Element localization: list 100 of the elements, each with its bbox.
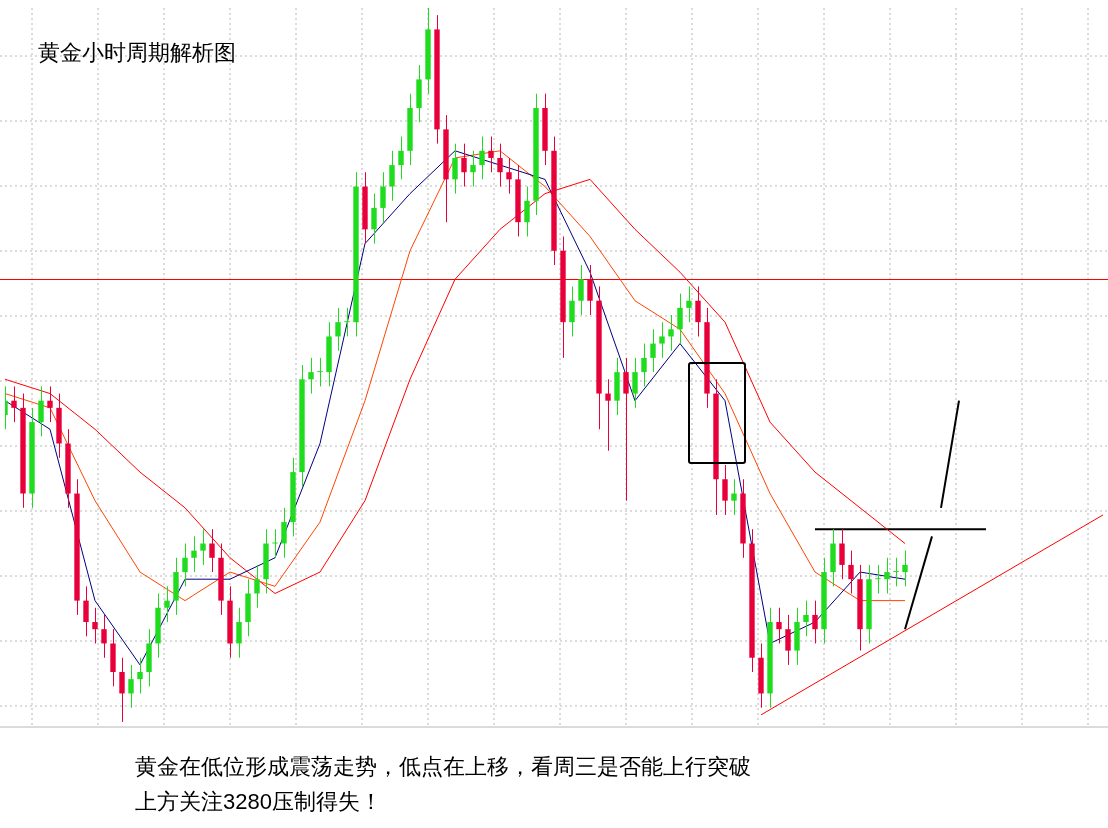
candlestick	[137, 657, 143, 694]
candlestick	[515, 164, 521, 237]
candlestick	[857, 564, 863, 652]
candlestick	[83, 585, 89, 637]
candlestick	[182, 543, 188, 587]
candlestick	[11, 385, 17, 423]
candlestick	[659, 321, 665, 359]
candlestick	[254, 564, 260, 609]
candlestick	[290, 457, 296, 537]
candlestick	[443, 114, 449, 223]
candlestick	[56, 393, 62, 459]
candlestick	[488, 136, 494, 173]
candlestick	[605, 378, 611, 452]
candlestick	[848, 550, 854, 594]
candlestick	[371, 193, 377, 245]
candlestick	[740, 478, 746, 559]
candlestick	[497, 143, 503, 187]
candlestick	[227, 585, 233, 659]
candlestick	[578, 264, 584, 316]
candlestick	[596, 285, 602, 430]
candlestick	[749, 528, 755, 673]
candlestick	[821, 557, 827, 644]
candlestick	[164, 585, 170, 623]
candlestick	[632, 357, 638, 409]
text: 上方关注3280压制得失！	[135, 789, 382, 814]
candlestick	[299, 364, 305, 487]
candlestick	[326, 321, 332, 387]
candlestick	[263, 528, 269, 594]
candlestick	[758, 642, 764, 709]
candlestick	[308, 357, 314, 395]
candlestick	[200, 528, 206, 566]
candlestick	[569, 285, 575, 337]
candlestick	[65, 428, 71, 509]
candlestick	[317, 357, 323, 387]
candlestick	[101, 614, 107, 659]
candlestick	[218, 543, 224, 616]
candlestick	[434, 14, 440, 145]
candlestick	[866, 564, 872, 644]
candlestick	[794, 607, 800, 666]
candlestick	[461, 143, 467, 187]
candlestick	[452, 143, 458, 195]
candlestick	[353, 171, 359, 337]
candlestick	[533, 93, 539, 216]
candlestick	[416, 64, 422, 123]
candlestick	[110, 628, 116, 687]
candlestick	[677, 293, 683, 345]
candlestick	[713, 378, 719, 516]
candlestick	[587, 264, 593, 316]
candlestick	[38, 385, 44, 437]
text: 黄金小时周期解析图	[38, 40, 236, 65]
text: 黄金在低位形成震荡走势，低点在上移，看周三是否能上行突破	[135, 754, 751, 779]
candlestick	[722, 464, 728, 516]
candlestick	[335, 307, 341, 352]
candlestick	[524, 186, 530, 237]
candlestick	[884, 557, 890, 594]
candlestick	[506, 157, 512, 195]
candlestick	[236, 607, 242, 659]
candlestick	[173, 557, 179, 616]
candlestick	[362, 171, 368, 245]
candlestick	[902, 550, 908, 587]
candlestick	[380, 171, 386, 223]
candlestick	[551, 136, 557, 266]
candlestick	[704, 307, 710, 409]
candlestick	[479, 136, 485, 180]
candlestick	[560, 235, 566, 359]
candlestick	[128, 664, 134, 709]
candlestick	[119, 657, 125, 723]
candlestick	[425, 8, 431, 95]
candlestick	[146, 628, 152, 687]
candlestick	[668, 314, 674, 352]
candlestick	[47, 385, 53, 423]
candlestick	[767, 607, 773, 709]
candlestick	[281, 507, 287, 559]
candlestick	[650, 328, 656, 373]
candlestick	[614, 357, 620, 416]
candlestick	[542, 93, 548, 166]
candlestick	[74, 478, 80, 616]
candlestick	[191, 535, 197, 573]
candlestick	[641, 343, 647, 387]
candlestick	[407, 93, 413, 166]
candlestick	[695, 285, 701, 337]
candlestick	[893, 557, 899, 587]
candlestick	[155, 592, 161, 659]
candlestick	[785, 614, 791, 666]
candlestick	[812, 600, 818, 644]
candlestick	[344, 307, 350, 337]
candlestick	[803, 600, 809, 637]
candlestick	[686, 285, 692, 323]
candlestick	[830, 528, 836, 587]
candlestick	[470, 150, 476, 187]
candlestick	[29, 407, 35, 509]
candlestick	[623, 357, 629, 502]
candlestick	[389, 150, 395, 202]
candlestick	[20, 393, 26, 509]
candlestick	[272, 528, 278, 559]
candlestick	[875, 564, 881, 594]
candlestick	[92, 607, 98, 644]
candlestick	[245, 578, 251, 637]
candlestick	[776, 607, 782, 644]
candlestick	[731, 478, 737, 516]
